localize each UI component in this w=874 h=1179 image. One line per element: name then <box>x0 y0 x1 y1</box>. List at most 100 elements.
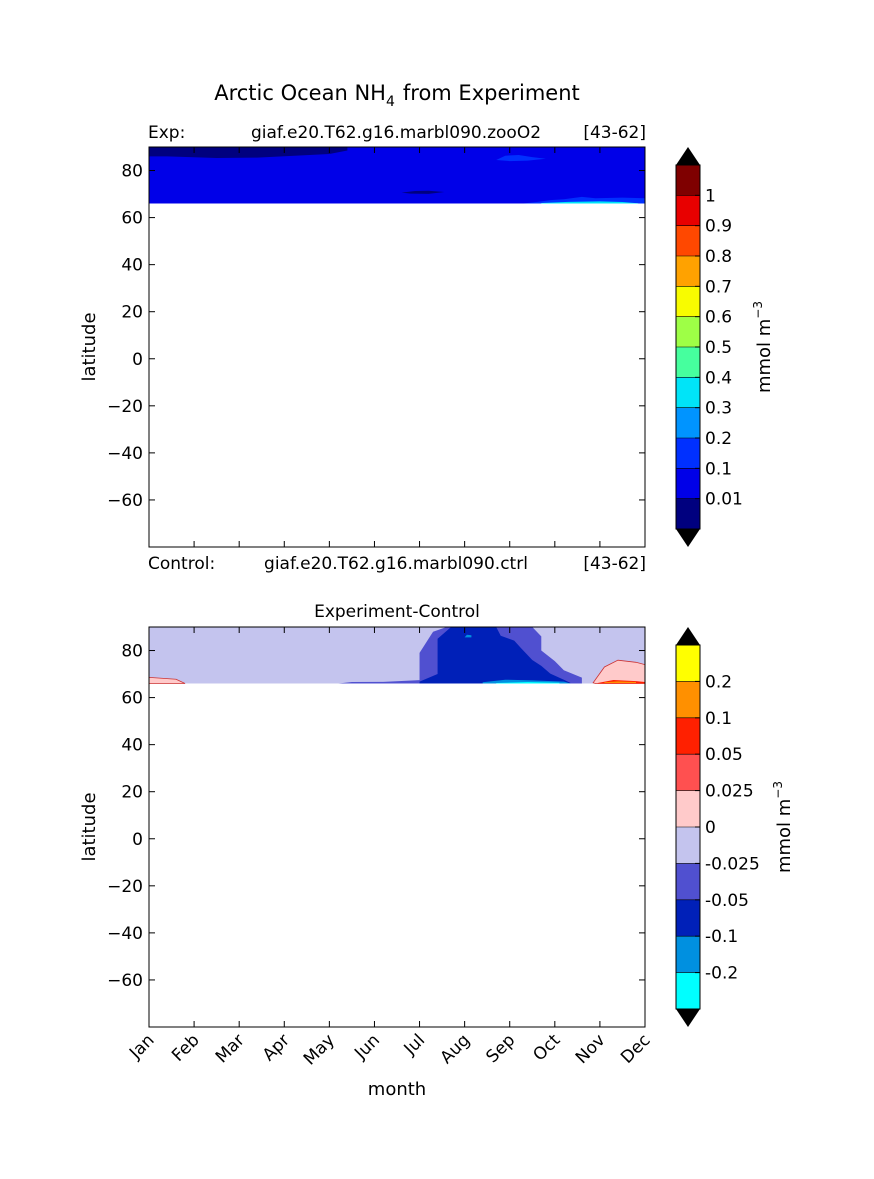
bottom-colorbar-swatch <box>676 645 700 682</box>
bottom-colorbar-swatch <box>676 717 700 755</box>
top-colorbar-tick-label: 0.01 <box>705 490 743 510</box>
top-colorbar-swatch <box>676 347 700 378</box>
exp-name: giaf.e20.T62.g16.marbl090.zooO2 <box>251 123 541 143</box>
control-name: giaf.e20.T62.g16.marbl090.ctrl <box>264 554 528 574</box>
top-data-regions <box>149 147 645 204</box>
bottom-colorbar-tick-label: -0.2 <box>705 964 738 984</box>
control-years: [43-62] <box>583 554 646 574</box>
diff-region-0-0.025-left <box>149 676 186 684</box>
bottom-y-ticks: 80 60 40 20 0 −20 −40 −60 <box>107 642 645 991</box>
top-colorbar-swatch <box>676 468 700 499</box>
bottom-colorbar-swatch <box>676 827 700 864</box>
x-tick-label: Jul <box>400 1030 429 1059</box>
bottom-plot-area <box>149 627 645 1027</box>
bottom-colorbar-swatch <box>676 899 700 937</box>
y-tick-label: −20 <box>107 397 143 417</box>
top-colorbar-extend-min-arrow <box>676 529 700 547</box>
diff-region-neg-0.2-0.1-dot <box>464 634 472 638</box>
bottom-data-regions <box>149 627 645 684</box>
x-tick-label: Apr <box>259 1030 294 1065</box>
x-tick-label: Jun <box>350 1030 384 1064</box>
y-tick-label: 0 <box>132 830 143 850</box>
region-0.1-0.2-north <box>496 155 546 162</box>
bottom-panel: Experiment-Control 80 60 40 20 0 −20 −40 −60 Ja… <box>79 602 795 1100</box>
y-tick-label: −40 <box>107 444 143 464</box>
top-colorbar-tick-label: 0.1 <box>705 459 732 479</box>
region-0.01-0.1 <box>149 147 645 204</box>
top-y-axis-label: latitude <box>79 312 100 381</box>
figure-title: Arctic Ocean NH4 from Experiment <box>214 81 580 110</box>
bottom-colorbar-swatch <box>676 754 700 791</box>
x-tick-label: Aug <box>437 1030 475 1068</box>
top-colorbar-swatch <box>676 498 700 529</box>
bottom-colorbar-extend-max-arrow <box>676 627 700 645</box>
bottom-colorbar-tick-label: 0.2 <box>705 672 732 692</box>
x-tick-label: Jan <box>125 1030 158 1063</box>
y-tick-label: −60 <box>107 971 143 991</box>
bottom-panel-title: Experiment-Control <box>314 602 480 622</box>
y-tick-label: 80 <box>121 162 143 182</box>
y-tick-label: −20 <box>107 877 143 897</box>
top-colorbar-swatch <box>676 438 700 469</box>
y-tick-label: 20 <box>121 783 143 803</box>
y-tick-label: 80 <box>121 642 143 662</box>
y-tick-label: 20 <box>121 303 143 323</box>
bottom-y-axis-label: latitude <box>79 792 100 861</box>
y-tick-label: 60 <box>121 689 143 709</box>
diff-region-neg-0.1-0.05 <box>419 627 571 684</box>
bottom-colorbar-swatch <box>676 790 700 827</box>
y-tick-label: 60 <box>121 209 143 229</box>
region-0.3-0.4 <box>541 201 639 204</box>
x-tick-label: Dec <box>617 1030 654 1067</box>
top-colorbar-swatch <box>676 407 700 438</box>
y-tick-label: −60 <box>107 491 143 511</box>
top-colorbar-swatch <box>676 225 700 256</box>
region-below-0.01 <box>149 147 348 159</box>
figure-title-subscript: 4 <box>386 94 395 110</box>
bottom-colorbar-tick-label: -0.025 <box>705 854 760 874</box>
bottom-colorbar-swatch <box>676 936 700 973</box>
bottom-colorbar-tick-label: 0 <box>705 818 716 838</box>
bottom-colorbar-label: mmol m−3 <box>771 781 795 873</box>
bottom-colorbar: 0.2 0.1 0.05 0.025 0 -0.025 -0.05 -0.1 -0.2 <box>675 627 760 1027</box>
top-colorbar-tick-label: 0.7 <box>705 277 732 297</box>
top-colorbar-swatch <box>676 195 700 226</box>
y-tick-label: 40 <box>121 736 143 756</box>
top-colorbar-swatch <box>676 316 700 347</box>
x-tick-label: Feb <box>168 1030 203 1065</box>
top-colorbar-tick-label: 0.5 <box>705 338 732 358</box>
top-colorbar-tick-label: 0.2 <box>705 429 732 449</box>
exp-years: [43-62] <box>583 123 646 143</box>
bottom-x-axis-label: month <box>368 1079 426 1100</box>
top-colorbar-tick-label: 1 <box>705 186 716 206</box>
bottom-colorbar-swatch <box>676 863 700 900</box>
top-colorbar-extend-max-arrow <box>676 147 700 165</box>
y-tick-label: 40 <box>121 256 143 276</box>
x-tick-label: Oct <box>529 1030 564 1065</box>
x-tick-label: May <box>300 1030 339 1069</box>
control-label: Control: <box>148 554 215 574</box>
top-colorbar-tick-label: 0.8 <box>705 247 732 267</box>
top-colorbar-swatch <box>676 165 700 196</box>
top-plot-area <box>149 147 645 547</box>
x-tick-label: Sep <box>482 1030 519 1067</box>
top-colorbar-tick-label: 0.3 <box>705 399 732 419</box>
bottom-colorbar-tick-label: 0.1 <box>705 709 732 729</box>
x-tick-label: Mar <box>212 1030 249 1067</box>
bottom-colorbar-tick-label: -0.05 <box>705 891 749 911</box>
bottom-colorbar-tick-label: 0.05 <box>705 745 743 765</box>
bottom-colorbar-tick-label: 0.025 <box>705 782 754 802</box>
bottom-colorbar-swatch <box>676 681 700 718</box>
top-colorbar-label-exponent: −3 <box>751 301 765 319</box>
top-colorbar-swatch <box>676 377 700 408</box>
top-colorbar-tick-label: 0.4 <box>705 368 732 388</box>
bottom-colorbar-swatch <box>676 972 700 1009</box>
x-tick-label: Nov <box>572 1030 610 1068</box>
top-x-ticks <box>148 147 646 547</box>
y-tick-label: −40 <box>107 924 143 944</box>
bottom-colorbar-label-exponent: −3 <box>771 781 785 799</box>
top-colorbar-swatch <box>676 286 700 317</box>
diff-region-below-neg-0.2 <box>496 682 560 684</box>
top-colorbar-tick-label: 0.6 <box>705 308 732 328</box>
